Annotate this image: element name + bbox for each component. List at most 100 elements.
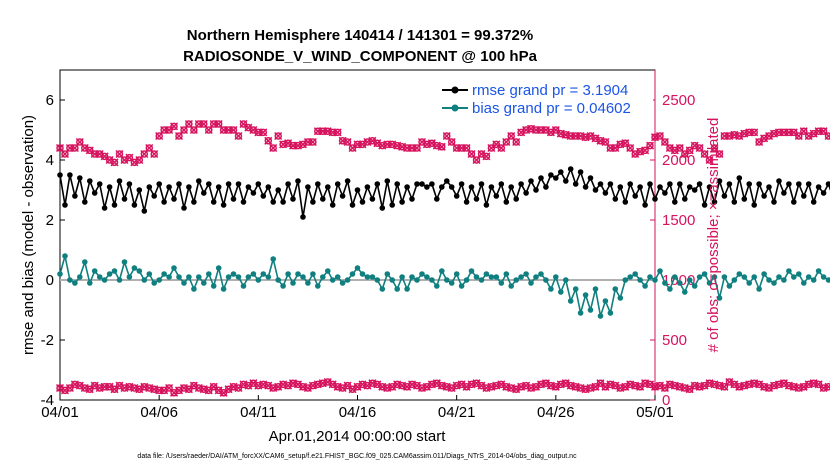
data-point <box>721 274 728 280</box>
data-point <box>399 274 405 280</box>
obs-possible-marker <box>309 138 317 146</box>
obs-possible-marker <box>790 128 798 137</box>
obs-possible-marker <box>140 150 149 158</box>
data-point <box>647 274 653 280</box>
obs-assimilated-marker <box>308 137 317 147</box>
data-point <box>389 277 396 283</box>
data-point <box>776 178 782 184</box>
x-tick-label: 04/21 <box>438 404 476 421</box>
data-point <box>344 178 351 184</box>
data-point <box>91 190 98 196</box>
data-point <box>558 169 564 175</box>
data-point <box>220 286 227 292</box>
obs-possible-marker <box>155 132 163 140</box>
data-point <box>191 286 197 292</box>
obs-assimilated-marker <box>646 141 655 150</box>
data-point <box>776 274 782 280</box>
data-point <box>716 178 723 184</box>
data-point <box>349 271 356 277</box>
data-point <box>567 298 574 304</box>
obs-possible-marker <box>745 128 753 137</box>
data-point <box>602 190 609 196</box>
data-point <box>448 280 455 286</box>
obs-possible-marker <box>353 140 362 149</box>
data-point <box>478 277 485 283</box>
data-point <box>285 181 291 187</box>
data-point <box>359 199 366 205</box>
data-point <box>810 199 817 205</box>
obs-possible-marker <box>502 138 511 146</box>
data-point <box>300 214 306 220</box>
obs-assimilated-marker <box>482 152 491 161</box>
data-point <box>607 181 614 187</box>
obs-possible-marker <box>705 156 714 164</box>
obs-possible-marker <box>219 126 228 134</box>
data-point <box>746 181 752 187</box>
data-point <box>349 202 356 208</box>
obs-possible-marker <box>700 150 709 158</box>
data-point <box>186 274 192 280</box>
data-point <box>587 175 594 181</box>
data-point <box>642 283 648 289</box>
data-point <box>766 184 772 190</box>
data-point <box>716 295 723 301</box>
data-point <box>572 181 579 187</box>
data-point <box>810 277 817 283</box>
obs-possible-marker <box>150 150 158 158</box>
data-point <box>448 184 455 190</box>
data-point <box>731 199 738 205</box>
obs-assimilated-marker <box>150 149 159 159</box>
obs-possible-marker <box>780 128 788 137</box>
data-point <box>801 280 807 286</box>
data-point <box>820 274 827 280</box>
obs-possible-marker <box>239 120 248 128</box>
data-point <box>597 181 604 187</box>
obs-possible-marker <box>824 383 830 391</box>
plot-area <box>59 69 656 401</box>
data-point <box>572 286 579 292</box>
obs-possible-marker <box>452 144 461 152</box>
data-point <box>796 181 802 187</box>
obs-possible-marker <box>601 138 610 146</box>
data-point <box>280 283 286 289</box>
data-point <box>77 175 83 181</box>
data-point <box>250 190 257 196</box>
obs-possible-marker <box>681 150 689 158</box>
data-point <box>513 196 519 202</box>
obs-assimilated-marker <box>259 128 268 137</box>
obs-assimilated-marker <box>705 155 714 165</box>
data-point <box>82 199 88 205</box>
obs-possible-marker <box>755 138 763 146</box>
data-point <box>305 184 311 190</box>
data-point <box>463 277 470 283</box>
obs-possible-marker <box>175 132 183 140</box>
series-bias <box>57 253 830 319</box>
data-point <box>548 172 554 178</box>
data-point <box>652 277 658 283</box>
data-point <box>558 289 564 295</box>
data-point <box>518 274 524 280</box>
legend-rmse-label: rmse grand pr = 3.1904 <box>472 82 628 99</box>
obs-possible-marker <box>214 120 223 128</box>
data-point <box>77 274 83 280</box>
obs-possible-marker <box>195 120 203 128</box>
data-point <box>696 181 703 187</box>
data-point <box>662 190 668 196</box>
data-point <box>62 253 68 259</box>
data-point <box>761 193 767 199</box>
data-point <box>493 274 500 280</box>
data-point <box>582 292 589 298</box>
obs-possible-marker <box>76 138 84 146</box>
data-point <box>439 268 445 274</box>
obs-possible-marker <box>170 122 178 131</box>
series-rmse <box>57 166 830 220</box>
x-tick-label: 04/11 <box>240 404 276 421</box>
obs-possible-marker <box>145 144 154 152</box>
data-point <box>354 187 361 193</box>
data-point <box>414 181 420 187</box>
data-point <box>67 172 73 178</box>
data-point <box>210 283 217 289</box>
obs-assimilated-marker <box>824 382 830 391</box>
data-point <box>329 202 336 208</box>
